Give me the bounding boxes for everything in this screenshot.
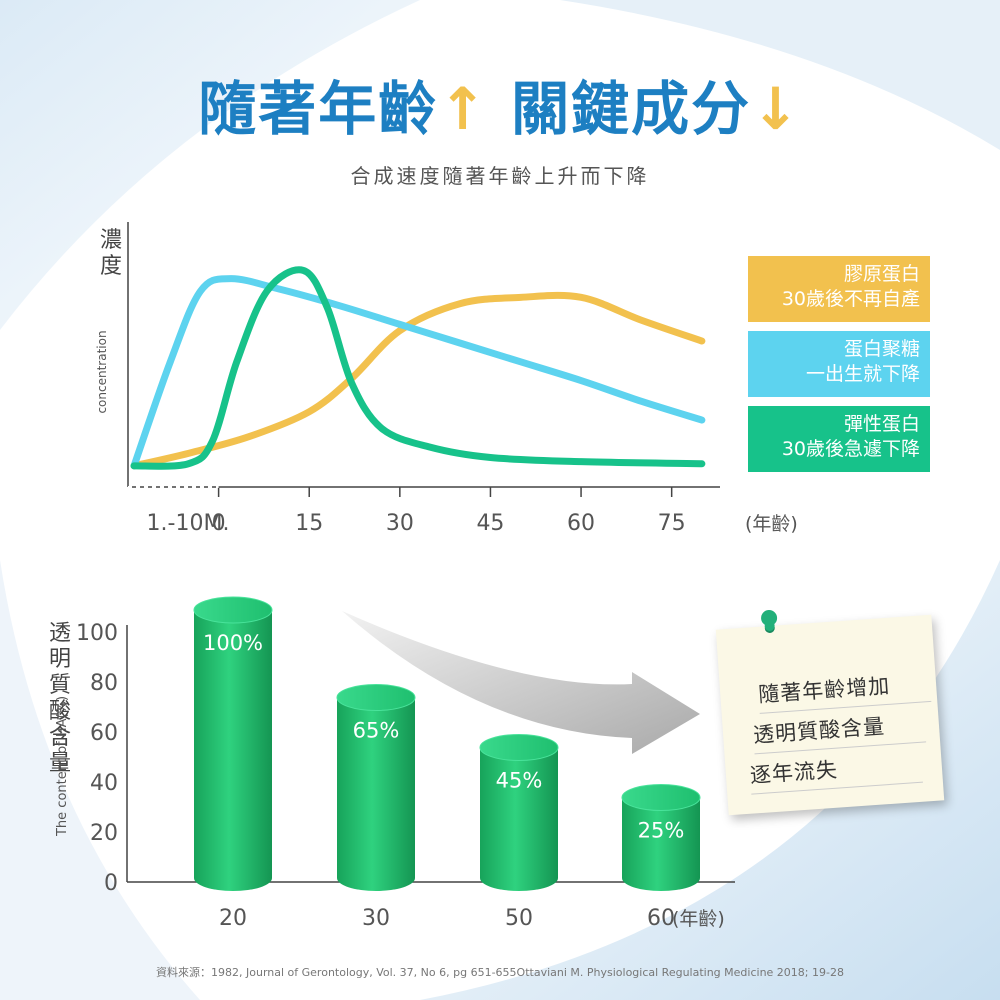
bar-top <box>193 596 273 624</box>
legend-elastin-line2: 30歲後急遽下降 <box>781 438 920 460</box>
up-arrow-icon: ↑ <box>438 75 489 143</box>
x-tick-label: 1.-10M. <box>147 511 230 536</box>
proteoglycan-line <box>130 275 706 470</box>
down-arrow-icon: ↓ <box>751 75 802 143</box>
bar-value-label: 65% <box>353 719 400 743</box>
bar: 100% 20 <box>193 596 273 931</box>
x-tick-label: 60 <box>567 511 595 536</box>
y-label-en: concentration <box>95 330 109 413</box>
bar-body <box>480 747 558 891</box>
legend-elastin-line1: 彈性蛋白 <box>843 413 920 435</box>
bar-value-label: 45% <box>496 769 543 793</box>
bar-y-label-char: 量 <box>49 751 71 776</box>
bar-y-label-char: 酸 <box>49 699 71 724</box>
note-line-3: 逐年流失 <box>748 747 923 795</box>
legend-collagen: 膠原蛋白 30歲後不再自產 <box>748 256 930 322</box>
bar-y-tick-label: 80 <box>90 671 118 696</box>
bar: 65% 30 <box>336 684 416 931</box>
legend-proteoglycan: 蛋白聚糖 一出生就下降 <box>748 331 930 397</box>
legend-proteoglycan-line2: 一出生就下降 <box>805 363 920 385</box>
bar-category-label: 50 <box>505 906 533 931</box>
legend-collagen-line1: 膠原蛋白 <box>843 263 920 285</box>
bar-top <box>336 684 416 711</box>
legend-collagen-line2: 30歲後不再自產 <box>781 288 920 310</box>
x-tick-label: 0 <box>212 511 226 536</box>
y-label-zh-2: 度 <box>100 254 122 279</box>
bar-y-label-char: 質 <box>49 673 71 698</box>
bar-category-label: 20 <box>219 906 247 931</box>
bar-y-label-char: 透 <box>49 621 71 646</box>
trend-arrow-icon <box>342 611 700 754</box>
bar-category-label: 30 <box>362 906 390 931</box>
headline-part1: 隨著年齡 <box>198 75 439 143</box>
bar-category-label: 60 <box>647 906 675 931</box>
bar: 25% 60 <box>621 784 701 931</box>
legend-elastin: 彈性蛋白 30歲後急遽下降 <box>748 406 930 472</box>
elastin-line <box>130 266 706 470</box>
bar-top <box>621 784 701 811</box>
bar-y-tick-label: 20 <box>90 821 118 846</box>
bar-y-tick-label: 100 <box>76 621 118 646</box>
bar-y-label-char: 明 <box>49 647 71 672</box>
bar-y-tick-label: 40 <box>90 771 118 796</box>
bar-y-label-en: The content of HA(%) <box>55 696 70 837</box>
sticky-note: 隨著年齡增加 透明質酸含量 逐年流失 <box>715 609 945 816</box>
x-tick-label: 30 <box>386 511 414 536</box>
bar-value-label: 100% <box>203 631 263 655</box>
bar-top <box>479 734 559 761</box>
subtitle: 合成速度隨著年齡上升而下降 <box>350 164 650 188</box>
collagen-line <box>130 291 706 470</box>
bar-body <box>194 610 272 891</box>
y-label-zh-1: 濃 <box>100 228 122 253</box>
x-tick-label: 75 <box>658 511 686 536</box>
headline-part2: 關鍵成分 <box>511 75 752 143</box>
x-tick-label: 15 <box>295 511 323 536</box>
bar-body <box>622 797 700 891</box>
bar-y-tick-label: 0 <box>104 871 118 896</box>
bar-y-tick-label: 60 <box>90 721 118 746</box>
note-line-1: 隨著年齡增加 <box>757 666 932 714</box>
bar-y-label-char: 含 <box>49 725 71 750</box>
source-citation: 資料來源：1982, Journal of Gerontology, Vol. … <box>156 966 844 979</box>
bar-body <box>337 697 415 891</box>
x-tick-label: 45 <box>476 511 504 536</box>
bar-x-label: (年齡) <box>672 908 725 930</box>
x-label: (年齡) <box>745 513 798 535</box>
note-line-2: 透明質酸含量 <box>752 707 927 755</box>
legend-proteoglycan-line1: 蛋白聚糖 <box>843 338 920 360</box>
headline: 隨著年齡↑ 關鍵成分↓ <box>0 62 1000 146</box>
bar-value-label: 25% <box>638 819 685 843</box>
bar: 45% 50 <box>479 734 559 931</box>
